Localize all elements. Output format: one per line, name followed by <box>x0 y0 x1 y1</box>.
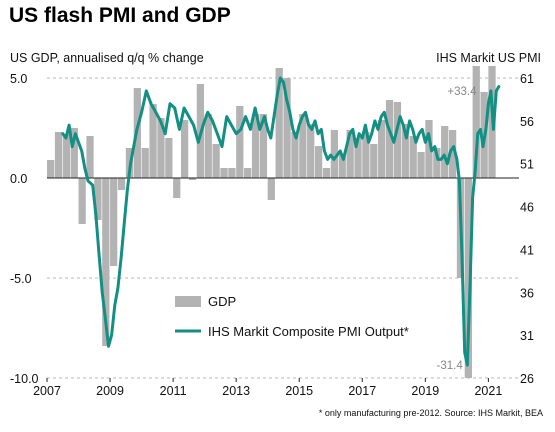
right-axis-label: IHS Markit US PMI <box>436 51 541 65</box>
legend-pmi-label: IHS Markit Composite PMI Output* <box>208 324 409 339</box>
left-axis-label: US GDP, annualised q/q % change <box>10 51 204 65</box>
gdp-bar <box>78 178 86 224</box>
gdp-bar <box>362 132 370 178</box>
gdp-bar <box>409 136 417 178</box>
footnote: * only manufacturing pre-2012. Source: I… <box>319 408 543 418</box>
x-tick-label: 2017 <box>348 384 376 398</box>
right-tick-label: 26 <box>520 372 534 386</box>
gdp-bar <box>110 178 118 266</box>
gdp-bar <box>251 114 260 178</box>
x-tick-label: 2019 <box>411 384 439 398</box>
right-tick-label: 51 <box>520 158 534 172</box>
gdp-bar <box>346 130 354 178</box>
gdp-bar <box>425 120 433 178</box>
gdp-bar <box>220 168 228 178</box>
gdp-bar <box>259 114 268 178</box>
legend-gdp-label: GDP <box>208 294 236 309</box>
x-tick-label: 2009 <box>96 384 124 398</box>
gdp-bar <box>70 128 78 178</box>
gdp-bar <box>464 178 472 378</box>
gdp-bar <box>54 132 63 178</box>
left-tick-label: 0.0 <box>10 172 27 186</box>
gdp-bar <box>275 68 283 178</box>
gdp-bar <box>417 152 425 178</box>
gdp-bar <box>244 168 252 178</box>
gdp-bar <box>47 160 55 178</box>
gdp-bar <box>322 168 331 178</box>
gdp-bar <box>236 106 244 178</box>
gdp-bar <box>94 178 102 220</box>
gdp-bar <box>228 168 236 178</box>
gridlines <box>47 77 519 379</box>
x-tick-label: 2013 <box>222 384 250 398</box>
gdp-bar <box>393 102 402 178</box>
gdp-bar <box>157 118 165 178</box>
gdp-bar <box>86 136 94 178</box>
x-tick-label: 2011 <box>160 384 187 398</box>
annotation-label: -31.4 <box>437 360 464 372</box>
gdp-bar <box>401 124 409 178</box>
x-tick-label: 2021 <box>474 384 502 398</box>
gdp-bar <box>204 114 212 178</box>
chart-title: US flash PMI and GDP <box>9 4 231 27</box>
gdp-bar <box>141 148 149 178</box>
gdp-bar <box>338 154 346 178</box>
legend: GDP IHS Markit Composite PMI Output* <box>175 294 409 339</box>
gdp-bar <box>370 144 378 178</box>
gdp-bar <box>441 126 449 178</box>
gdp-bar <box>385 100 394 178</box>
gdp-bar <box>173 178 181 198</box>
annotation-label: +33.4 <box>447 86 477 98</box>
gdp-bar <box>448 130 457 178</box>
gdp-bar <box>307 124 315 178</box>
right-tick-label: 36 <box>520 286 534 300</box>
pmi-line <box>61 76 501 367</box>
x-tick-label: 2015 <box>285 384 313 398</box>
right-tick-label: 46 <box>520 201 534 215</box>
annotations: +33.4 -31.4 <box>437 86 478 372</box>
right-tick-label: 61 <box>520 72 534 86</box>
gdp-bar <box>165 138 173 178</box>
gdp-bar <box>102 178 110 346</box>
gdp-bar <box>180 120 189 178</box>
gdp-bar <box>314 146 323 178</box>
gdp-bar <box>117 178 126 190</box>
gdp-bar <box>433 148 441 178</box>
right-tick-label: 31 <box>520 329 534 343</box>
gdp-bar <box>330 130 339 178</box>
x-tick-label: 2007 <box>33 384 61 398</box>
gdp-bar <box>354 138 362 178</box>
legend-gdp-swatch <box>175 296 201 307</box>
gdp-bar <box>283 78 291 178</box>
left-tick-label: -10.0 <box>10 372 39 386</box>
left-tick-label: 5.0 <box>10 72 27 86</box>
right-tick-label: 56 <box>520 115 534 129</box>
gdp-bar <box>188 178 197 180</box>
gdp-bar <box>291 132 299 178</box>
right-tick-label: 41 <box>520 243 534 257</box>
gdp-bar <box>472 66 480 178</box>
axis-ticks: 5.0 0.0 -5.0 -10.0 61 56 51 46 41 36 31 26 2007 2009 2… <box>10 72 534 398</box>
gdp-bar <box>267 178 275 200</box>
left-tick-label: -5.0 <box>10 272 32 286</box>
gdp-bar <box>149 104 157 178</box>
gdp-bar <box>378 120 386 178</box>
gdp-bar <box>62 134 71 178</box>
gdp-bar <box>212 144 220 178</box>
gdp-bar <box>299 114 307 178</box>
